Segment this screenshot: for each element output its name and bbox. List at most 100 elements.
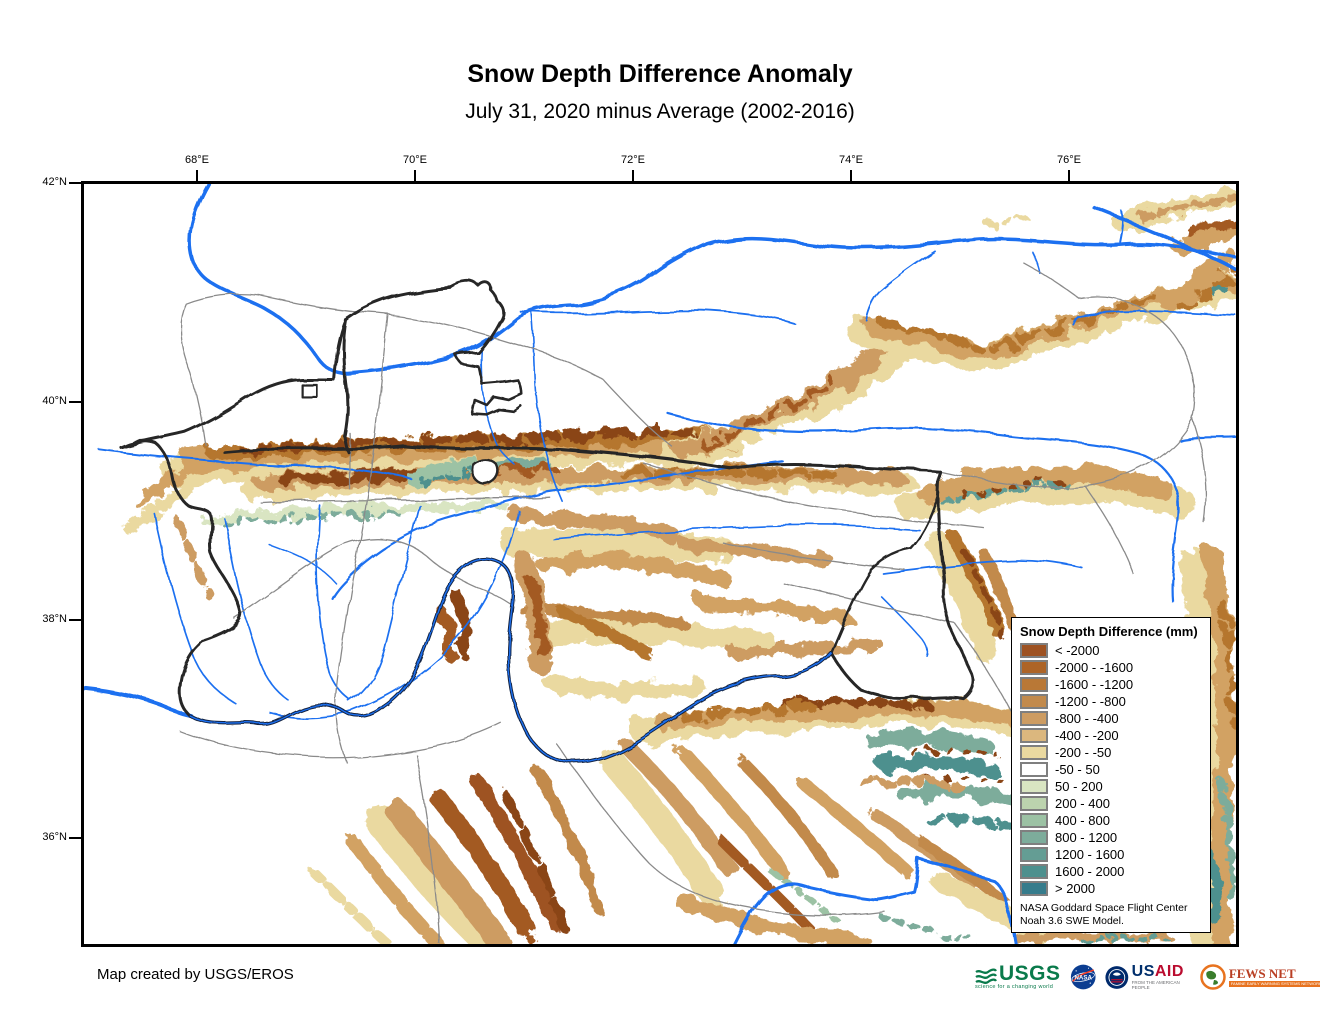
legend-label: -50 - 50 [1055, 762, 1100, 777]
river [552, 524, 920, 540]
legend-row: -800 - -400 [1020, 710, 1202, 727]
fewsnet-globe-icon [1200, 964, 1226, 990]
legend-label: -2000 - -1600 [1055, 660, 1134, 675]
river [1092, 206, 1236, 272]
axis-tick [69, 182, 81, 184]
border-river-water [188, 558, 832, 764]
logo-strip: USGS science for a changing world NASA U… [975, 957, 1320, 997]
legend-attribution: NASA Goddard Space Flight Center Noah 3.… [1020, 902, 1202, 928]
legend-swatch [1020, 796, 1048, 811]
axis-tick [632, 170, 634, 181]
legend-swatch [1020, 847, 1048, 862]
legend-label: 800 - 1200 [1055, 830, 1118, 845]
map-graphic [84, 184, 1236, 944]
axis-tick [196, 170, 198, 181]
usgs-logo: USGS science for a changing world [975, 963, 1061, 991]
legend-row: -50 - 50 [1020, 761, 1202, 778]
river [97, 448, 413, 481]
river [733, 856, 1017, 944]
legend-row: 400 - 800 [1020, 812, 1202, 829]
usgs-wave-icon [975, 968, 997, 985]
axis-label-lon: 72°E [621, 154, 645, 166]
page-subtitle: July 31, 2020 minus Average (2002-2016) [465, 100, 855, 123]
legend-title: Snow Depth Difference (mm) [1020, 624, 1198, 639]
svg-text:NASA: NASA [1074, 975, 1092, 982]
legend-label: -1200 - -800 [1055, 694, 1126, 709]
legend-swatch [1020, 643, 1048, 658]
legend-row: 50 - 200 [1020, 778, 1202, 795]
usgs-tagline: science for a changing world [975, 984, 1054, 991]
legend-swatch [1020, 762, 1048, 777]
axis-label-lat: 40°N [42, 395, 67, 407]
legend-swatch [1020, 779, 1048, 794]
axis-tick [850, 170, 852, 181]
legend-label: 1200 - 1600 [1055, 847, 1125, 862]
legend-row: > 2000 [1020, 880, 1202, 897]
legend-label: 1600 - 2000 [1055, 864, 1125, 879]
legend-swatch [1020, 711, 1048, 726]
legend-row: -1600 - -1200 [1020, 676, 1202, 693]
river [519, 309, 796, 325]
river [153, 512, 237, 705]
legend-label: 50 - 200 [1055, 779, 1103, 794]
legend-label: -800 - -400 [1055, 711, 1119, 726]
legend-label: 200 - 400 [1055, 796, 1110, 811]
river [268, 510, 521, 719]
river [531, 309, 563, 502]
legend-row: < -2000 [1020, 642, 1202, 659]
river [1071, 310, 1236, 325]
usaid-wordmark: USAID [1131, 963, 1184, 980]
rivers-layer [84, 184, 1236, 944]
axis-label-lon: 68°E [185, 154, 209, 166]
border-river-layer [187, 557, 833, 765]
axis-label-lon: 70°E [403, 154, 427, 166]
river [1178, 435, 1236, 441]
legend-label: > 2000 [1055, 881, 1096, 896]
legend-label: 400 - 800 [1055, 813, 1110, 828]
legend-swatch [1020, 660, 1048, 675]
attribution-line1: NASA Goddard Space Flight Center [1020, 902, 1188, 914]
river [864, 249, 936, 321]
legend-swatch [1020, 728, 1048, 743]
river [223, 518, 289, 701]
legend-swatch [1020, 813, 1048, 828]
admin-borders-layer [178, 263, 1207, 944]
usaid-logo: USAID FROM THE AMERICAN PEOPLE [1105, 964, 1191, 991]
river [881, 559, 1084, 574]
river [330, 460, 784, 600]
usgs-wordmark: USGS [999, 962, 1061, 986]
river [881, 597, 929, 657]
axis-tick [69, 619, 81, 621]
fewsnet-tagline: FAMINE EARLY WARNING SYSTEMS NETWORK [1228, 981, 1320, 987]
axis-label-lon: 74°E [839, 154, 863, 166]
legend-swatch [1020, 694, 1048, 709]
axis-label-lat: 36°N [42, 831, 67, 843]
legend-row: 200 - 400 [1020, 795, 1202, 812]
legend-swatch [1020, 881, 1048, 896]
legend-label: < -2000 [1055, 643, 1100, 658]
river [666, 412, 1181, 602]
fewsnet-wordmark: FEWS NET [1228, 966, 1296, 981]
legend-row: 1200 - 1600 [1020, 846, 1202, 863]
map-canvas: Snow Depth Difference (mm) < -2000 -2000… [81, 181, 1239, 947]
attribution-line2: Noah 3.6 SWE Model. [1020, 915, 1124, 928]
legend-swatch [1020, 864, 1048, 879]
legend-row: 800 - 1200 [1020, 829, 1202, 846]
river [348, 504, 421, 703]
river [188, 184, 1236, 376]
river [1119, 210, 1125, 243]
legend-label: -200 - -50 [1055, 745, 1112, 760]
legend-label: -1600 - -1200 [1055, 677, 1134, 692]
axis-label-lon: 76°E [1057, 154, 1081, 166]
usaid-seal-icon [1105, 965, 1129, 989]
nasa-logo: NASA [1070, 964, 1096, 990]
legend-row: -400 - -200 [1020, 727, 1202, 744]
axis-tick [69, 401, 81, 403]
river [84, 686, 192, 717]
legend-swatch [1020, 677, 1048, 692]
legend-row: -200 - -50 [1020, 744, 1202, 761]
legend-swatch [1020, 745, 1048, 760]
legend-label: -400 - -200 [1055, 728, 1119, 743]
axis-tick [69, 837, 81, 839]
